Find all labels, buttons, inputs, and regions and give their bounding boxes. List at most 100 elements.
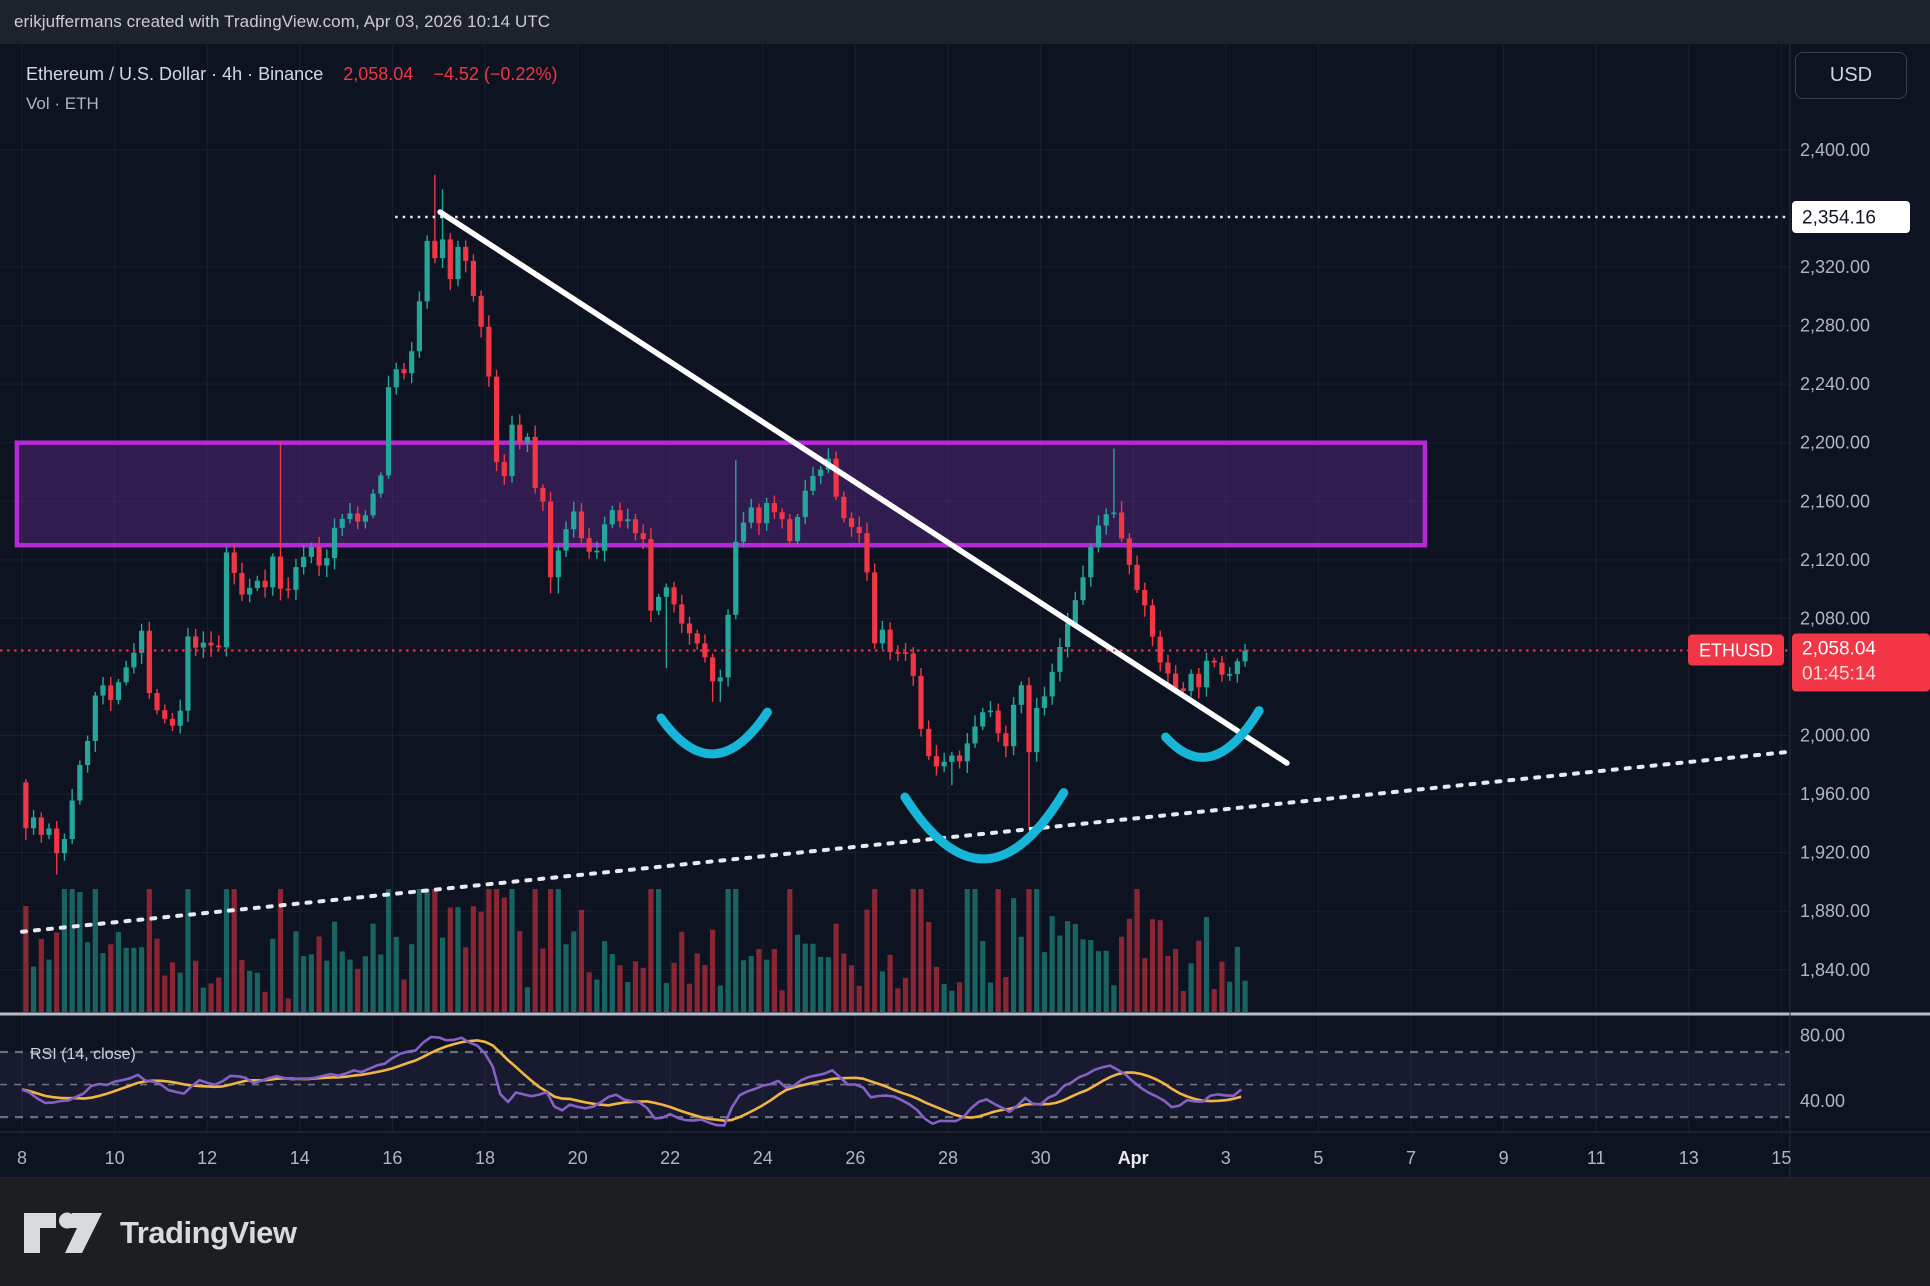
volume-bar [347,959,353,1012]
candle-body [1088,547,1094,578]
volume-bar [1234,946,1240,1012]
candle-body [208,642,214,646]
candle-body [617,510,623,522]
volume-bar [702,965,708,1012]
candle-body [493,376,500,463]
volume-pane [23,889,1248,1012]
candle-body [833,458,839,497]
candle-body [1180,688,1186,691]
volume-bar [609,954,615,1012]
volume-bar [470,906,477,1012]
interval-label[interactable]: 4h [222,64,243,84]
volume-bar [933,966,940,1012]
ascending-support-dotted-line[interactable] [20,749,1793,934]
currency-usd-button[interactable]: USD [1795,52,1907,99]
time-tick-label: 24 [753,1148,773,1168]
candle-body [301,556,307,568]
rsi-indicator-label[interactable]: RSI (14, close) [30,1046,136,1063]
candle-body [879,629,886,644]
symbol-title[interactable]: Ethereum / U.S. Dollar [26,64,207,84]
volume-bar [848,965,855,1012]
volume-bar [69,889,75,1012]
candle-body [409,351,415,374]
volume-bar [162,975,168,1012]
volume-bar [1134,889,1140,1012]
candle-body [293,567,299,590]
volume-bar [686,983,693,1012]
volume-bar [841,953,847,1012]
candle-body [602,524,608,551]
time-tick-label: 14 [290,1148,310,1168]
symbol-title-row[interactable]: Ethereum / U.S. Dollar · 4h · Binance 2,… [26,64,557,85]
candle-body [1049,671,1055,697]
candle-body [401,369,407,374]
time-tick-label: 3 [1221,1148,1231,1168]
volume-bar [108,944,114,1012]
volume-bar [1003,976,1009,1012]
candle-body [254,580,260,589]
time-tick-label: 26 [845,1148,865,1168]
tradingview-brand-text[interactable]: TradingView [120,1214,297,1250]
time-tick-label: 10 [105,1148,125,1168]
candle-body [1157,636,1163,663]
volume-bar [262,991,268,1012]
volume-study-label[interactable]: Vol · ETH [26,94,99,113]
exchange-label[interactable]: Binance [258,64,324,84]
candle-body [725,614,731,678]
volume-bar [1211,989,1217,1012]
volume-bar [540,948,546,1012]
candle-body [625,519,631,522]
volume-bar [694,953,700,1012]
time-tick-label: 13 [1679,1148,1699,1168]
volume-bar [355,968,361,1012]
candle-body [463,246,469,261]
candle-body [316,546,322,566]
attribution-text: erikjuffermans created with TradingView.… [14,12,551,31]
volume-bar [92,889,98,1012]
candle-body [918,675,924,729]
tradingview-logo-icon[interactable] [22,1207,104,1259]
volume-bar [594,979,600,1012]
volume-bar [61,889,68,1012]
volume-bar [1065,920,1071,1012]
volume-bar [339,951,345,1012]
candle-body [856,527,862,534]
volume-bar [84,942,91,1012]
symbol-overlay: Ethereum / U.S. Dollar · 4h · Binance 2,… [26,64,557,114]
attribution-bar: erikjuffermans created with TradingView.… [0,0,1930,44]
time-tick-label: 8 [17,1148,27,1168]
candle-body [656,596,662,611]
volume-bar [463,947,469,1012]
candle-body [995,710,1001,734]
volume-bar [478,911,484,1012]
candle-body [1149,605,1156,637]
candle-body [447,239,453,280]
candle-body [432,240,438,259]
candle-body [1072,600,1078,624]
candle-body [555,550,561,578]
candle-body [1234,661,1240,675]
candle-body [609,510,615,525]
candle-body [1173,673,1179,689]
higher-low-arc-1[interactable] [656,707,772,759]
higher-low-arc-3[interactable] [1161,706,1264,762]
time-tick-label: 11 [1587,1148,1606,1168]
price-tick-label: 1,880.00 [1800,901,1870,921]
candle-body [1142,590,1148,606]
highest-close-label: 2,354.16 [1802,208,1876,229]
volume-bar [1227,981,1233,1012]
volume-bar [424,889,430,1012]
candle-body [247,588,253,595]
candle-body [231,552,237,573]
candle-body [802,490,808,518]
time-tick-label: 30 [1031,1148,1051,1168]
volume-bar [409,944,415,1012]
supply-zone-rectangle[interactable] [14,440,1428,548]
candle-body [640,533,646,540]
higher-low-arc-2[interactable] [900,788,1069,864]
volume-bar [154,938,160,1012]
candle-body [532,436,538,488]
descending-trendline[interactable] [437,209,1290,766]
